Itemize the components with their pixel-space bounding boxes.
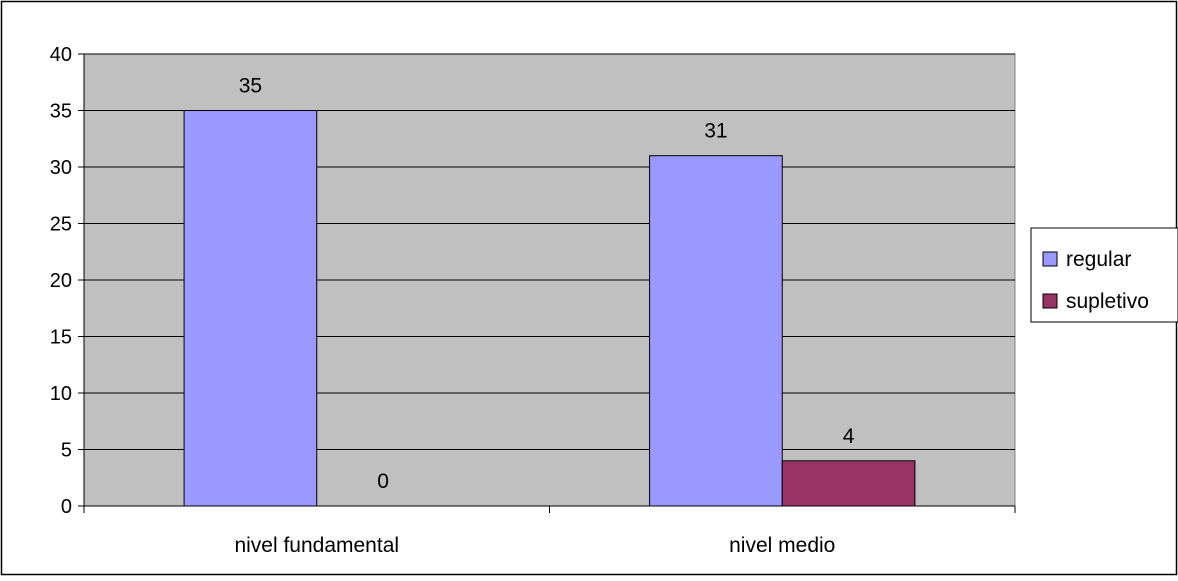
y-tick-label: 35 [50,101,72,123]
data-labels: 35 0 31 4 [239,75,855,494]
bars [183,110,916,507]
y-tick-label: 0 [61,496,72,518]
data-label: 31 [704,120,727,143]
y-tick-label: 40 [50,44,72,66]
bar-supletivo [781,460,916,507]
y-tick-label: 25 [50,214,72,236]
y-tick-label: 15 [50,327,72,349]
legend-label-regular: regular [1066,248,1131,271]
data-label: 0 [377,470,389,493]
y-tick-label: 5 [61,440,72,462]
legend-swatch-regular [1042,251,1058,267]
y-tick-label: 10 [50,383,72,405]
data-label: 35 [239,75,262,98]
bar-regular [183,110,318,507]
legend-label-supletivo: supletivo [1066,290,1149,313]
y-tick-label: 20 [50,270,72,292]
data-label: 4 [843,425,855,448]
y-tick-label: 30 [50,157,72,179]
legend: regular supletivo [1030,227,1178,323]
bar-regular [649,155,783,507]
x-tick-label: nivel medio [729,534,835,557]
x-tick-label: nivel fundamental [234,534,399,557]
legend-swatch-supletivo [1042,293,1058,309]
